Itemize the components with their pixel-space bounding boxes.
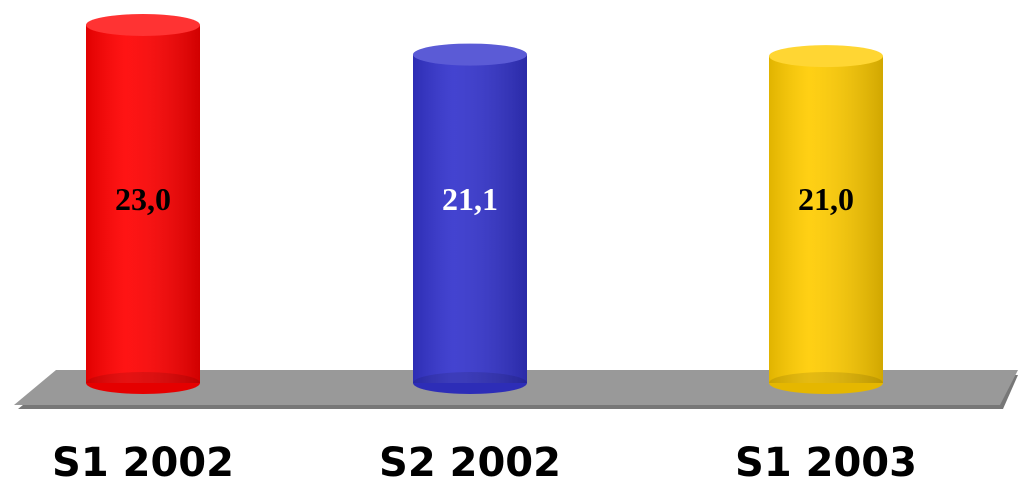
bar-top-highlight	[86, 14, 200, 36]
bar-shade	[86, 25, 200, 383]
bars: 23,0 S1 2002 21,1 S2 2002 21,0 S1 2003	[52, 14, 917, 480]
bar-top	[413, 43, 527, 66]
bar-base-shade	[769, 372, 883, 394]
bar-base-shade	[86, 372, 200, 394]
x-tick-label: S1 2002	[52, 440, 234, 480]
bar-base-shade	[413, 372, 527, 394]
x-tick-label: S2 2002	[379, 440, 561, 480]
value-label: 21,0	[798, 181, 854, 217]
x-tick-label: S1 2003	[735, 440, 917, 480]
bar-shade	[413, 54, 527, 383]
value-label: 21,1	[442, 181, 498, 217]
bar-top	[769, 45, 883, 68]
bar-top-highlight	[413, 43, 527, 66]
value-label: 23,0	[115, 181, 171, 217]
bar-top-highlight	[769, 45, 883, 68]
bar-shade	[769, 56, 883, 384]
bar-top	[86, 14, 200, 36]
